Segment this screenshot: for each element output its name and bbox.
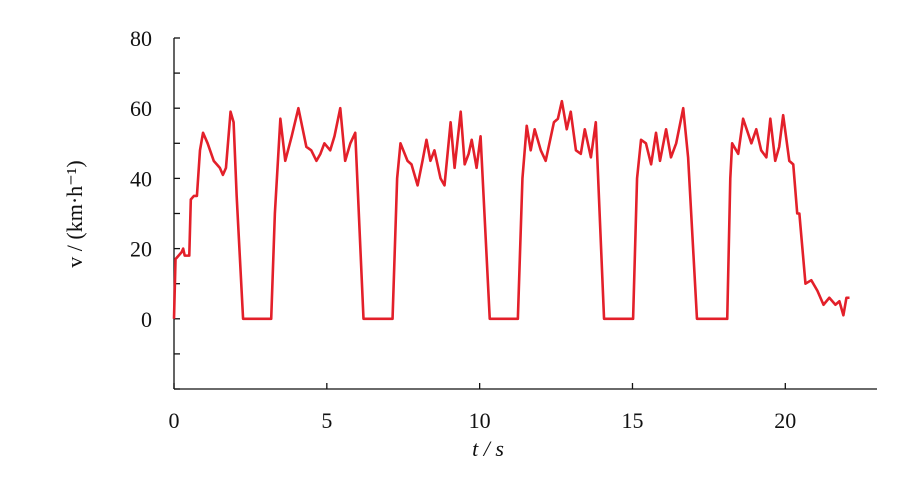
x-tick-label: 0 <box>169 408 180 433</box>
y-tick-label: 0 <box>141 307 152 332</box>
x-tick-label: 15 <box>621 408 643 433</box>
y-axis-label: v / (km·h⁻¹) <box>62 160 87 267</box>
x-tick-label: 20 <box>774 408 796 433</box>
y-tick-label: 20 <box>130 237 152 262</box>
y-tick-label: 60 <box>130 96 152 121</box>
y-tick-label: 80 <box>130 26 152 51</box>
x-axis-label: t / s <box>472 436 504 461</box>
y-tick-label: 40 <box>130 166 152 191</box>
x-tick-label: 5 <box>321 408 332 433</box>
x-tick-label: 10 <box>469 408 491 433</box>
data-line <box>172 99 850 321</box>
